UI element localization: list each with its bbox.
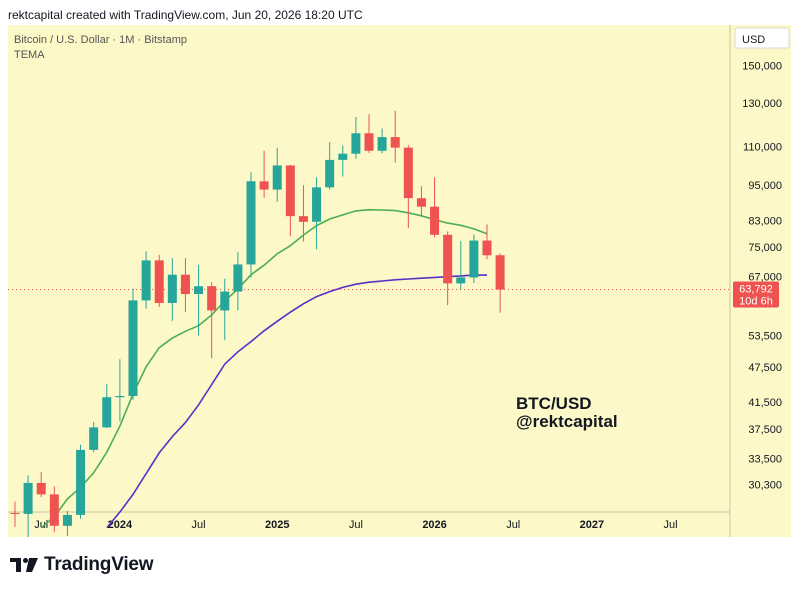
tradingview-logo-icon: [10, 558, 38, 572]
currency-box[interactable]: [734, 27, 790, 49]
candle-body: [36, 482, 46, 495]
y-tick-label: 67,000: [748, 272, 782, 284]
candle-body: [325, 159, 335, 188]
candle-body: [272, 165, 282, 190]
candle-body: [443, 234, 453, 284]
candle-body: [377, 137, 387, 151]
candle-body: [233, 264, 243, 292]
y-tick-label: 83,000: [748, 216, 782, 228]
candle-body: [128, 300, 138, 396]
y-tick-label: 130,000: [742, 98, 782, 110]
candle-body: [141, 260, 151, 301]
y-tick-label: 37,500: [748, 424, 782, 436]
y-tick-label: 75,000: [748, 242, 782, 254]
candle-body: [23, 482, 33, 514]
x-tick-label: 2024: [108, 519, 133, 531]
y-tick-label: 150,000: [742, 60, 782, 72]
chart-legend-symbol: Bitcoin / U.S. Dollar · 1M · Bitstamp: [14, 34, 187, 46]
tema-line: [106, 274, 487, 529]
candle-body: [102, 397, 112, 428]
tema-line: [40, 208, 488, 529]
x-tick-label: Jul: [192, 519, 206, 531]
x-tick-label: Jul: [664, 519, 678, 531]
candle-body: [430, 206, 440, 235]
y-tick-label: 33,500: [748, 453, 782, 465]
y-tick-label: 41,500: [748, 397, 782, 409]
chart-legend-indicator: TEMA: [14, 49, 45, 61]
candle-body: [482, 240, 492, 256]
candle-body: [10, 512, 20, 514]
candle-body: [285, 165, 295, 217]
candle-body: [390, 137, 400, 148]
last-price-countdown: 10d 6h: [739, 296, 773, 308]
x-tick-label: Jul: [34, 519, 48, 531]
candle-body: [246, 181, 256, 265]
candle-body: [312, 187, 322, 222]
candle-body: [469, 240, 479, 278]
x-tick-label: 2026: [422, 519, 446, 531]
candle-body: [416, 198, 426, 207]
candle-body: [180, 274, 190, 295]
candle-body: [351, 133, 361, 154]
candle-body: [154, 260, 164, 303]
x-tick-label: 2027: [580, 519, 604, 531]
tema-lines: [40, 208, 488, 529]
candle-body: [115, 395, 125, 398]
candle-body: [194, 286, 204, 295]
watermark-handle: @rektcapital: [516, 412, 618, 431]
chart-background: [8, 25, 791, 537]
price-axis[interactable]: 150,000 130,000 110,000 95,000 83,000 75,000 6…: [742, 60, 782, 491]
y-tick-label: 53,500: [748, 331, 782, 343]
y-tick-label: 30,300: [748, 480, 782, 492]
last-price-tag-box: [733, 281, 779, 308]
candle-body: [76, 449, 86, 515]
time-axis[interactable]: Jul 2024 Jul 2025 Jul 2026 Jul 2027 Jul: [34, 519, 677, 531]
watermark-pair: BTC/USD: [516, 394, 592, 413]
candles-group: [10, 110, 505, 538]
currency-label[interactable]: USD: [742, 34, 765, 46]
last-price-value: 63,792: [739, 284, 773, 296]
candle-body: [49, 494, 59, 526]
x-tick-label: Jul: [349, 519, 363, 531]
candle-body: [364, 133, 374, 151]
candle-body: [495, 255, 505, 290]
x-tick-label: Jul: [506, 519, 520, 531]
candle-body: [456, 277, 466, 284]
x-tick-label: 2025: [265, 519, 289, 531]
y-tick-label: 95,000: [748, 180, 782, 192]
candle-body: [298, 216, 308, 222]
candle-body: [403, 147, 413, 199]
y-tick-label: 47,500: [748, 362, 782, 374]
tradingview-brand: TradingView: [44, 554, 154, 575]
candle-body: [89, 427, 99, 450]
candle-body: [62, 514, 72, 526]
last-price-tag: 63,792 10d 6h: [733, 281, 779, 308]
candle-body: [207, 286, 217, 311]
tradingview-footer: TradingView: [10, 552, 154, 578]
candle-body: [220, 291, 230, 311]
y-tick-label: 110,000: [743, 142, 782, 154]
candle-body: [338, 153, 348, 160]
candle-body: [167, 274, 177, 303]
price-chart[interactable]: Bitcoin / U.S. Dollar · 1M · Bitstamp TE…: [8, 25, 791, 538]
chart-svg[interactable]: Bitcoin / U.S. Dollar · 1M · Bitstamp TE…: [8, 25, 791, 538]
chart-attribution: rektcapital created with TradingView.com…: [8, 8, 363, 22]
candle-body: [259, 181, 269, 190]
